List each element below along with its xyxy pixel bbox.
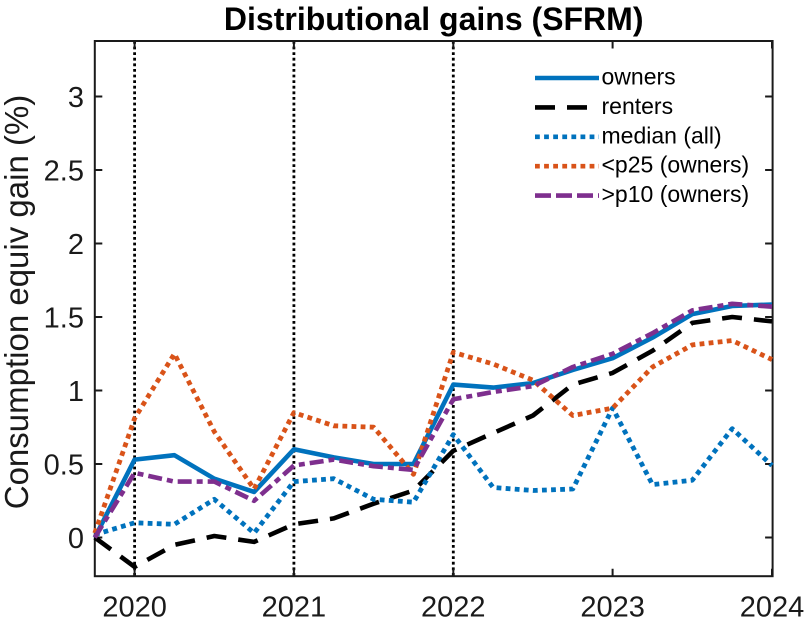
svg-text:3: 3 [68, 82, 84, 114]
svg-text:2023: 2023 [580, 592, 645, 624]
svg-text:1.5: 1.5 [44, 303, 84, 335]
svg-text:2: 2 [68, 229, 84, 261]
svg-text:2024: 2024 [740, 592, 805, 624]
svg-text:0: 0 [68, 523, 84, 555]
svg-text:2022: 2022 [421, 592, 486, 624]
svg-text:median (all): median (all) [602, 122, 722, 148]
svg-text:2021: 2021 [262, 592, 327, 624]
svg-text:2020: 2020 [102, 592, 167, 624]
svg-text:1: 1 [68, 376, 84, 408]
svg-text:owners: owners [602, 64, 676, 90]
svg-text:renters: renters [602, 93, 674, 119]
svg-text:2.5: 2.5 [44, 156, 84, 188]
svg-text:Consumption equiv gain (%): Consumption equiv gain (%) [0, 95, 35, 510]
svg-text:>p10 (owners): >p10 (owners) [602, 181, 750, 207]
svg-text:<p25 (owners): <p25 (owners) [602, 152, 750, 178]
svg-text:0.5: 0.5 [44, 450, 84, 482]
svg-text:Distributional gains (SFRM): Distributional gains (SFRM) [224, 1, 644, 37]
